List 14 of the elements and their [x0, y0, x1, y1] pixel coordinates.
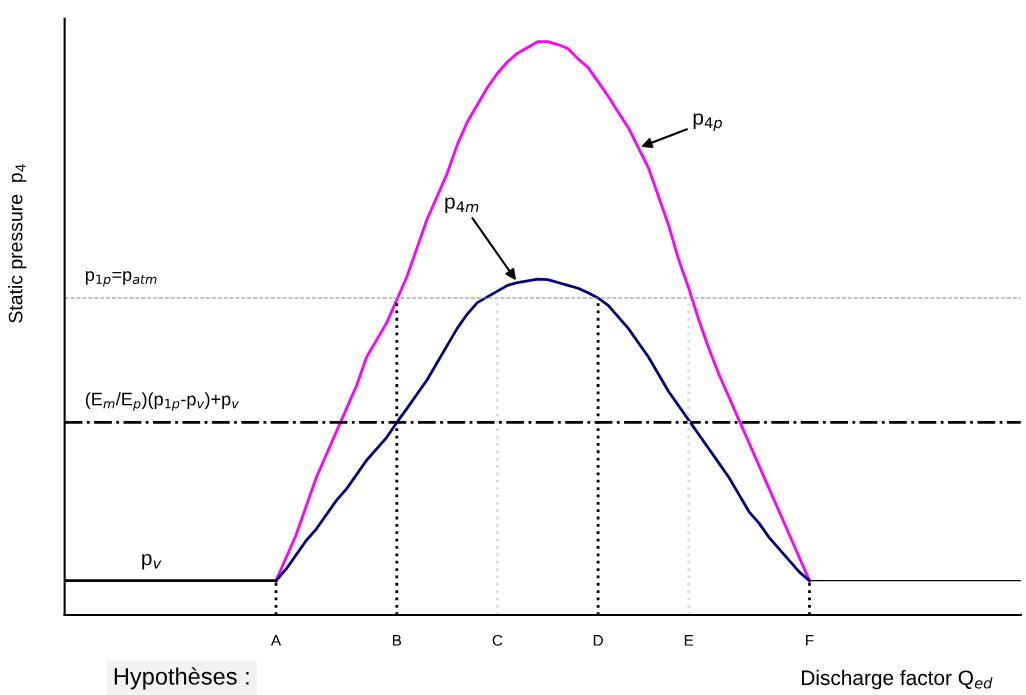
x-tick-label: E — [684, 635, 694, 646]
text: p$_{4p}$ — [693, 113, 722, 132]
text: p$_{4m}$ — [445, 197, 479, 213]
x-axis-title: Discharge factor Q$_{ed}$ — [801, 669, 993, 690]
text: (E$_{m}$/E$_{p}$)(p$_{1p}$-p$_{v}$)+p$_{v}$ — [85, 392, 239, 411]
x-tick-label: B — [392, 635, 402, 646]
x-tick-label: A — [270, 635, 282, 646]
x-tick-label: F — [806, 635, 814, 646]
ref-line-label: p$_{1p}$=p$_{atm}$ — [85, 271, 157, 287]
x-tick-label: C — [492, 634, 503, 646]
y-axis-title: Static pressure p$_{4}$ — [8, 164, 27, 323]
series-label: p$_{v}$ — [142, 553, 162, 570]
x-tick-label: D — [593, 635, 603, 646]
text: Hypothèses : — [114, 667, 249, 690]
